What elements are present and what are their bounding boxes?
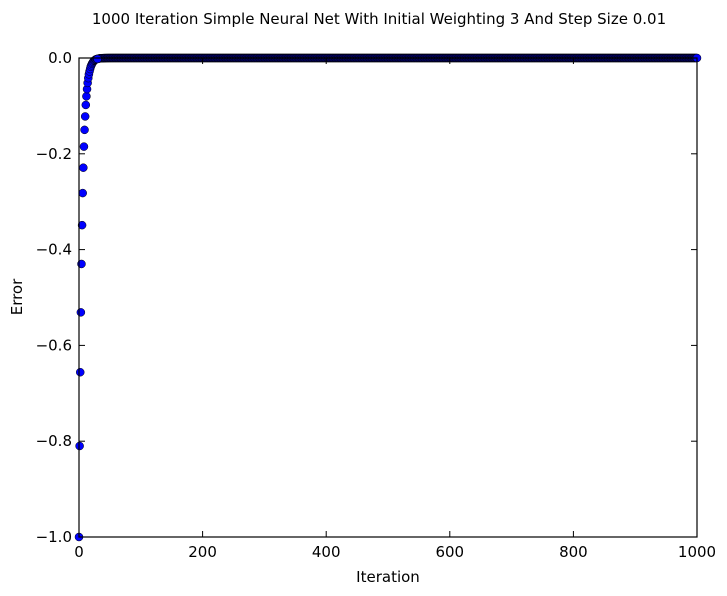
- chart-title: 1000 Iteration Simple Neural Net With In…: [92, 10, 666, 28]
- y-tick-label: −0.4: [36, 241, 72, 259]
- x-tick-label: 600: [435, 543, 464, 561]
- x-tick-label: 400: [312, 543, 341, 561]
- data-point: [77, 220, 87, 230]
- data-point: [75, 441, 84, 451]
- plot-area-frame: [78, 57, 698, 538]
- data-point: [80, 125, 89, 135]
- x-tick-label: 800: [559, 543, 588, 561]
- data-point: [81, 100, 91, 110]
- data-point: [78, 188, 87, 198]
- x-tick-label: 0: [74, 543, 84, 561]
- data-point: [93, 54, 102, 64]
- data-point: [79, 163, 88, 172]
- data-point: [80, 112, 90, 121]
- data-point: [79, 142, 89, 151]
- y-axis-ticks: 0.0 −0.2 −0.4 −0.6 −0.8 −1.0: [36, 49, 697, 546]
- x-axis-ticks: 0 200 400 600 800 1000: [74, 58, 716, 561]
- x-tick-label: 200: [188, 543, 217, 561]
- x-tick-label: 1000: [678, 543, 716, 561]
- data-point: [82, 92, 91, 101]
- y-tick-label: −0.6: [36, 336, 72, 354]
- data-points: [74, 53, 702, 542]
- x-axis-label: Iteration: [356, 568, 420, 586]
- y-tick-label: −0.8: [36, 432, 72, 450]
- data-point: [76, 308, 86, 317]
- y-tick-label: −1.0: [36, 528, 72, 546]
- data-point: [75, 367, 85, 377]
- y-axis-label: Error: [8, 278, 26, 315]
- y-tick-label: 0.0: [48, 49, 72, 67]
- y-tick-label: −0.2: [36, 145, 72, 163]
